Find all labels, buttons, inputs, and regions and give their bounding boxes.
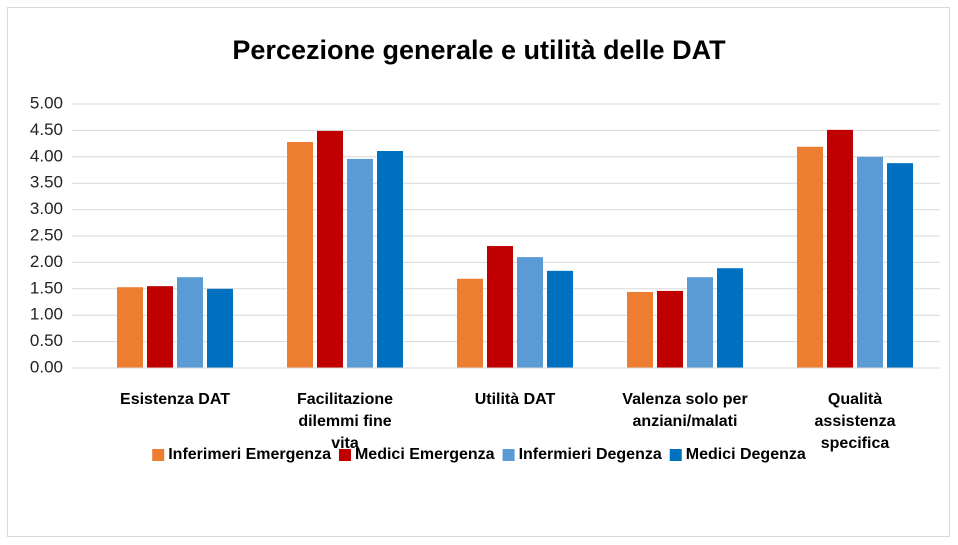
- legend-swatch: [669, 449, 682, 461]
- legend-swatch: [338, 449, 351, 461]
- y-tick-label: 0.00: [30, 357, 63, 376]
- bar: [687, 277, 713, 368]
- bar: [547, 270, 573, 368]
- x-tick-label: Qualità assistenza specifica: [815, 391, 896, 452]
- y-tick-label: 4.50: [30, 120, 63, 139]
- legend-label: Infermieri Degenza: [519, 446, 662, 463]
- bar: [147, 286, 173, 368]
- y-tick-label: 1.00: [30, 305, 63, 324]
- bar: [287, 142, 313, 368]
- bar: [207, 288, 233, 368]
- bar: [377, 150, 403, 368]
- bar: [487, 246, 513, 368]
- y-tick-label: 1.50: [30, 278, 63, 297]
- bar: [797, 146, 823, 368]
- legend-swatch: [502, 449, 515, 461]
- legend-label: Inferimeri Emergenza: [168, 446, 331, 463]
- y-tick-label: 4.00: [30, 146, 63, 165]
- bar: [177, 277, 203, 368]
- legend-label: Medici Emergenza: [355, 446, 495, 463]
- y-tick-label: 2.00: [30, 252, 63, 271]
- y-tick-label: 2.50: [30, 225, 63, 244]
- bar: [827, 129, 853, 368]
- x-tick-label: Valenza solo per anziani/malati: [622, 391, 747, 430]
- bar: [347, 158, 373, 368]
- y-tick-label: 5.00: [30, 93, 63, 112]
- legend-swatch: [152, 449, 165, 461]
- bar: [657, 290, 683, 368]
- legend-label: Medici Degenza: [686, 446, 806, 463]
- bar: [857, 156, 883, 368]
- bar: [317, 130, 343, 368]
- x-tick-label: Esistenza DAT: [120, 391, 230, 408]
- y-tick-label: 3.00: [30, 199, 63, 218]
- bar: [517, 257, 543, 368]
- bar: [627, 291, 653, 368]
- bar: [717, 268, 743, 368]
- y-tick-label: 3.50: [30, 173, 63, 192]
- x-tick-label: Utilità DAT: [475, 391, 556, 408]
- bar: [887, 163, 913, 368]
- bar: [457, 278, 483, 368]
- y-tick-label: 0.50: [30, 331, 63, 350]
- bar: [117, 287, 143, 368]
- chart-border: [7, 7, 950, 537]
- chart-title: Percezione generale e utilità delle DAT: [232, 35, 726, 65]
- x-tick-label: Facilitazione dilemmi fine vita: [297, 391, 393, 452]
